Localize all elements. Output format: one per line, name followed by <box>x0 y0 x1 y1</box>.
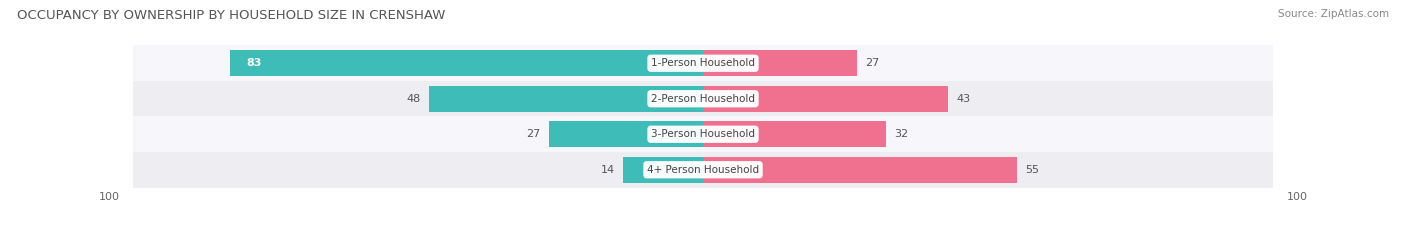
Bar <box>429 86 703 112</box>
Text: 83: 83 <box>246 58 262 68</box>
Text: 43: 43 <box>957 94 972 104</box>
Text: 27: 27 <box>526 129 540 139</box>
Bar <box>623 157 703 182</box>
Text: 2-Person Household: 2-Person Household <box>651 94 755 104</box>
Bar <box>703 51 858 76</box>
Text: 32: 32 <box>894 129 908 139</box>
Bar <box>229 51 703 76</box>
Bar <box>703 86 948 112</box>
Bar <box>132 45 1274 81</box>
Bar <box>132 152 1274 188</box>
Text: OCCUPANCY BY OWNERSHIP BY HOUSEHOLD SIZE IN CRENSHAW: OCCUPANCY BY OWNERSHIP BY HOUSEHOLD SIZE… <box>17 9 446 22</box>
Text: 14: 14 <box>600 165 614 175</box>
Text: 55: 55 <box>1025 165 1039 175</box>
Text: 100: 100 <box>98 192 120 202</box>
Text: 1-Person Household: 1-Person Household <box>651 58 755 68</box>
Bar <box>132 116 1274 152</box>
Bar <box>548 121 703 147</box>
Text: 3-Person Household: 3-Person Household <box>651 129 755 139</box>
Bar <box>703 121 886 147</box>
Text: 4+ Person Household: 4+ Person Household <box>647 165 759 175</box>
Text: 100: 100 <box>1286 192 1308 202</box>
Bar <box>703 157 1017 182</box>
Text: Source: ZipAtlas.com: Source: ZipAtlas.com <box>1278 9 1389 19</box>
Bar <box>132 81 1274 116</box>
Text: 27: 27 <box>866 58 880 68</box>
Text: 48: 48 <box>406 94 420 104</box>
